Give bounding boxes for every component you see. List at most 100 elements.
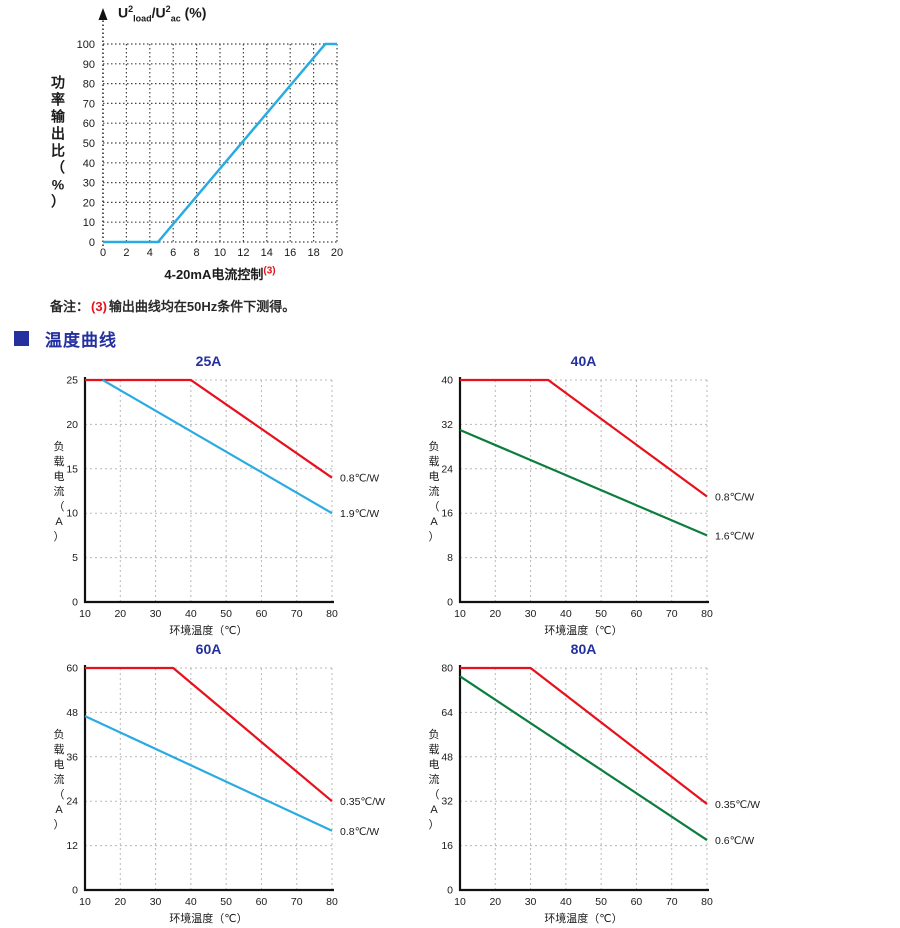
y-axis-vertical-label-char: （ [51, 160, 65, 176]
x-axis-label: 环境温度（℃） [169, 623, 247, 637]
y-tick-label: 0 [89, 237, 95, 249]
x-tick-label: 60 [256, 896, 268, 908]
y-tick-label: 24 [66, 796, 78, 808]
x-tick-label: 40 [185, 896, 197, 908]
series-line [85, 378, 333, 479]
x-tick-label: 14 [261, 247, 273, 259]
x-tick-label: 80 [701, 896, 713, 908]
power-chart-y-axis-title: U2load/U2ac (%) [118, 4, 206, 23]
x-tick-label: 18 [307, 247, 319, 259]
power-x-label-note-ref: (3) [263, 265, 276, 277]
series-end-label: 0.8℃/W [340, 826, 379, 838]
y-axis-vertical-label-char: 出 [51, 126, 65, 142]
series-end-label: 0.8℃/W [340, 473, 379, 485]
x-tick-label: 80 [701, 608, 713, 620]
x-tick-label: 10 [214, 247, 226, 259]
x-tick-label: 10 [79, 608, 91, 620]
y-axis-vertical-label-char: （ [54, 788, 65, 801]
footnote-prefix: 备注： [50, 299, 90, 314]
y-axis-vertical-label-char: ） [429, 818, 440, 831]
y-tick-label: 40 [441, 375, 453, 387]
x-tick-label: 10 [79, 896, 91, 908]
x-tick-label: 40 [560, 896, 572, 908]
x-tick-label: 70 [666, 896, 678, 908]
y-tick-label: 0 [72, 597, 78, 609]
y-axis-vertical-label-char: A [55, 516, 63, 528]
y-tick-label: 60 [83, 118, 95, 130]
power-chart-x-axis-label: 4-20mA电流控制(3) [40, 264, 400, 283]
x-tick-label: 60 [631, 608, 643, 620]
x-axis-label: 环境温度（℃） [544, 911, 622, 925]
power-x-label-text: 4-20mA电流控制 [164, 267, 264, 282]
y-axis-vertical-label-char: 比 [51, 143, 65, 159]
y-tick-label: 10 [83, 217, 95, 229]
y-tick-label: 8 [447, 552, 453, 564]
temp-chart-25a-plot: 25A 10 20 30 40 50 60 70 80 0 5 10 15 20 25 环境温度（℃） 负载电流… [54, 353, 380, 637]
x-tick-label: 30 [150, 608, 162, 620]
y-axis-vertical-label-char: 功 [51, 75, 65, 91]
x-tick-label: 30 [150, 896, 162, 908]
y-axis-vertical-label-char: 输 [51, 109, 66, 125]
x-axis-label: 环境温度（℃） [544, 623, 622, 637]
series-line [460, 378, 708, 498]
series-end-label: 0.6℃/W [715, 835, 754, 847]
x-tick-label: 60 [256, 608, 268, 620]
y-axis-vertical-label-char: 负 [54, 727, 65, 741]
section-title: 温度曲线 [45, 331, 117, 350]
y-axis-vertical-label-char: ） [54, 818, 65, 831]
y-axis-vertical-label-char: 流 [54, 772, 65, 786]
temp-chart-40a-plot: 40A 10 20 30 40 50 60 70 80 0 8 16 24 32 40 环境温度（℃） 负载电流… [429, 353, 755, 637]
y-tick-label: 20 [66, 419, 78, 431]
y-tick-label: 24 [441, 463, 453, 475]
ratio-sub2: ac [170, 13, 181, 24]
y-tick-label: 50 [83, 138, 95, 150]
series-end-label: 1.6℃/W [715, 530, 754, 542]
y-tick-label: 25 [66, 375, 78, 387]
chart-title: 60A [196, 641, 222, 657]
x-tick-label: 40 [185, 608, 197, 620]
x-tick-label: 30 [525, 896, 537, 908]
series-line [102, 379, 333, 515]
y-tick-label: 36 [66, 751, 78, 763]
y-tick-label: 10 [66, 508, 78, 520]
ratio-sup2: 2 [165, 4, 171, 14]
x-tick-label: 8 [194, 247, 200, 259]
x-tick-label: 50 [220, 608, 232, 620]
x-tick-label: 80 [326, 896, 338, 908]
y-axis-vertical-label-char: 流 [54, 484, 65, 498]
y-tick-label: 0 [447, 885, 453, 897]
series-end-label: 0.35℃/W [715, 799, 760, 811]
y-tick-label: 48 [441, 751, 453, 763]
y-axis-vertical-label-char: 载 [54, 455, 65, 468]
x-axis-label: 环境温度（℃） [169, 911, 247, 925]
y-axis-vertical-label-char: A [430, 804, 438, 816]
series-line [85, 666, 333, 803]
y-axis-arrow-icon [98, 8, 108, 20]
y-axis-vertical-label-char: 载 [429, 455, 440, 468]
y-axis-vertical-label-char: % [52, 177, 65, 193]
x-tick-label: 50 [595, 608, 607, 620]
footnote-ref: (3) [91, 299, 107, 314]
y-tick-label: 100 [77, 39, 95, 51]
temp-chart-80a: 80A 10 20 30 40 50 60 70 80 0 16 32 48 64 80 环境温度（℃） 负载电… [420, 638, 820, 928]
x-tick-label: 80 [326, 608, 338, 620]
x-tick-label: 60 [631, 896, 643, 908]
section-bullet-square-icon [14, 331, 29, 346]
y-axis-vertical-label-char: 负 [54, 439, 65, 453]
x-tick-label: 16 [284, 247, 296, 259]
temp-chart-60a-plot: 60A 10 20 30 40 50 60 70 80 0 12 24 36 48 60 环境温度（℃） 负载电… [54, 641, 386, 925]
y-axis-vertical-label-char: 电 [429, 758, 440, 771]
y-axis-vertical-label-char: ） [429, 530, 440, 543]
x-tick-label: 10 [454, 608, 466, 620]
series-line [460, 666, 708, 805]
y-axis-vertical-label-char: （ [54, 500, 65, 513]
power-output-ratio-chart: 0 2 4 6 8 10 12 14 16 18 20 0 10 20 30 40 50 60 70 80 90 100 功… [40, 0, 400, 292]
x-tick-label: 20 [489, 896, 501, 908]
series-line [103, 42, 337, 244]
ratio-unit: (%) [180, 4, 207, 21]
y-axis-vertical-label-char: 载 [429, 743, 440, 756]
chart-title: 80A [571, 641, 597, 657]
y-axis-vertical-label-char: 载 [54, 743, 65, 756]
series-line [84, 715, 333, 832]
x-tick-label: 50 [595, 896, 607, 908]
